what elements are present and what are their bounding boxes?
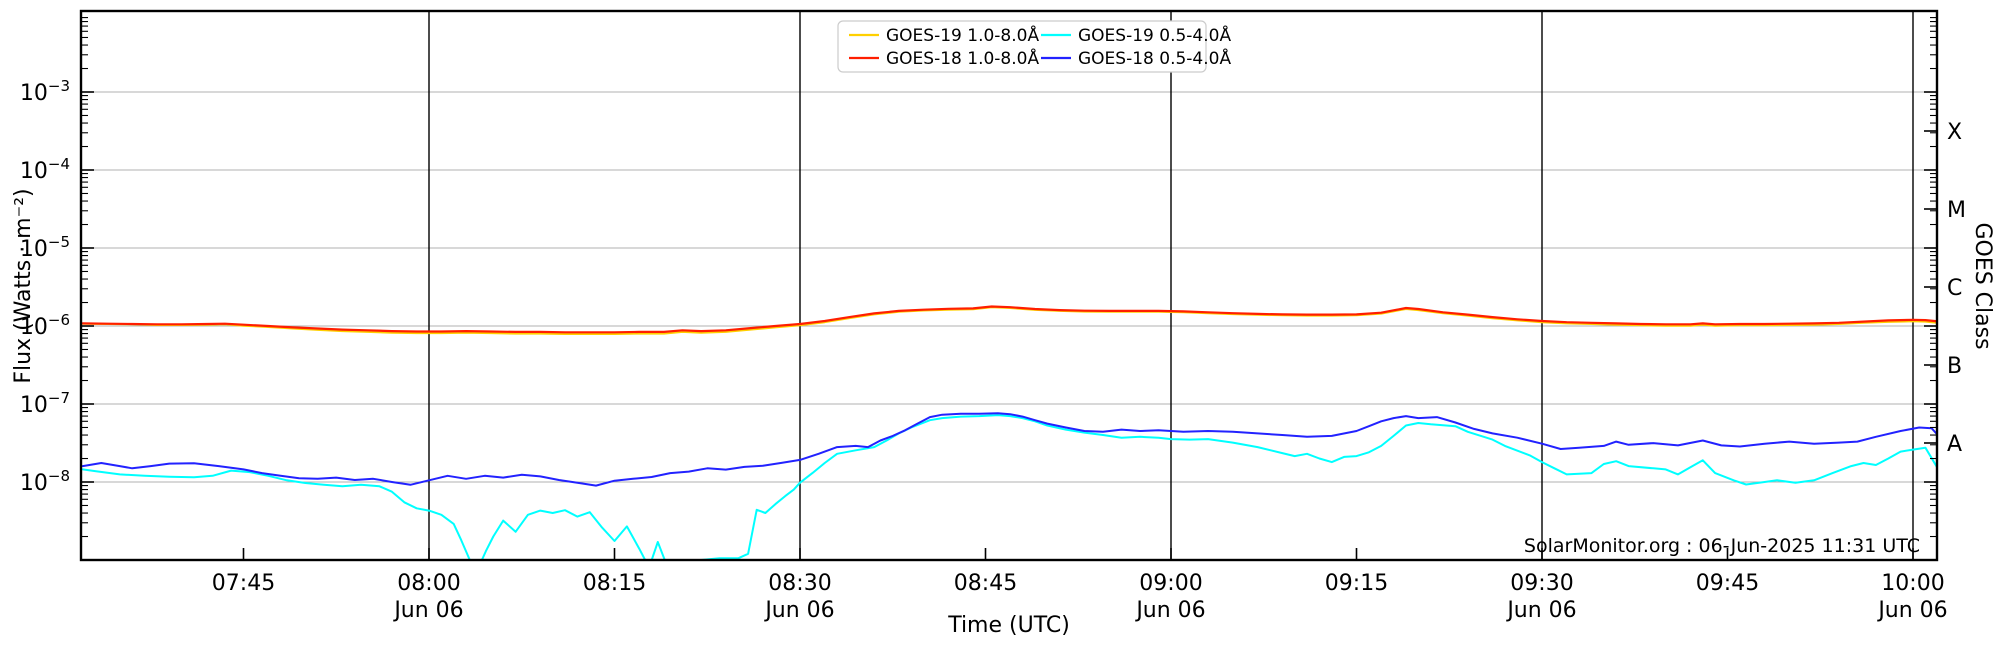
y-tick-label: 10−8 [20,467,70,496]
y-axis-title: Flux (Watts · m⁻²) [11,188,36,383]
goes-class-label-A: A [1947,432,1962,457]
x-tick-label: 08:00 [397,571,460,596]
goes-class-label-C: C [1947,276,1962,301]
x-tick-date-label: Jun 06 [1134,598,1205,623]
plot-border [79,9,1939,562]
x-tick-label: 08:15 [583,571,646,596]
x-tick-date-label: Jun 06 [1505,598,1576,623]
legend-box [837,20,1207,73]
horizontal-gridlines [81,91,1937,483]
x-tick-label: 08:45 [954,571,1017,596]
x-tick-label: 08:30 [768,571,831,596]
x-tick-label: 07:45 [212,571,275,596]
legend-label: GOES-19 1.0-8.0Å [886,24,1039,46]
y-tick-label: 10−7 [20,389,70,418]
axis-ticks [81,17,1937,560]
x-tick-date-label: Jun 06 [763,598,834,623]
goes-class-label-X: X [1947,120,1962,145]
goes-class-label-B: B [1947,354,1962,379]
watermark-text: SolarMonitor.org : 06-Jun-2025 11:31 UTC [1524,535,1920,557]
legend-label: GOES-18 0.5-4.0Å [1078,47,1231,69]
x-tick-label: 09:00 [1139,571,1202,596]
y-tick-label: 10−6 [20,311,70,340]
series-line-goes-19-0-5-4-0- [81,414,1937,560]
x-tick-label: 10:00 [1881,571,1944,596]
y-tick-labels: 10−3 10−4 10−5 10−6 10−7 10−8 [20,77,70,496]
series-line-goes-18-0-5-4-0- [81,412,1937,487]
y-tick-label: 10−4 [20,155,70,184]
x-tick-label: 09:15 [1325,571,1388,596]
right-axis-title: GOES Class [1970,222,1995,349]
x-tick-date-label: Jun 06 [1876,598,1947,623]
x-tick-label: 09:45 [1696,571,1759,596]
y-tick-label: 10−3 [20,77,70,106]
legend-label: GOES-18 1.0-8.0Å [886,47,1039,69]
series-line-goes-18-1-0-8-0- [81,305,1937,334]
flux-series-lines [81,305,1937,560]
goes-class-letter-labels: X M C B A [1947,120,1966,457]
x-axis-title: Time (UTC) [947,613,1070,638]
halfhour-date-gridlines [428,11,1914,560]
x-tick-label: 09:30 [1510,571,1573,596]
goes-class-label-M: M [1947,198,1966,223]
legend-label: GOES-19 0.5-4.0Å [1078,24,1231,46]
y-tick-label: 10−5 [20,233,70,262]
x-tick-date-label: Jun 06 [392,598,463,623]
